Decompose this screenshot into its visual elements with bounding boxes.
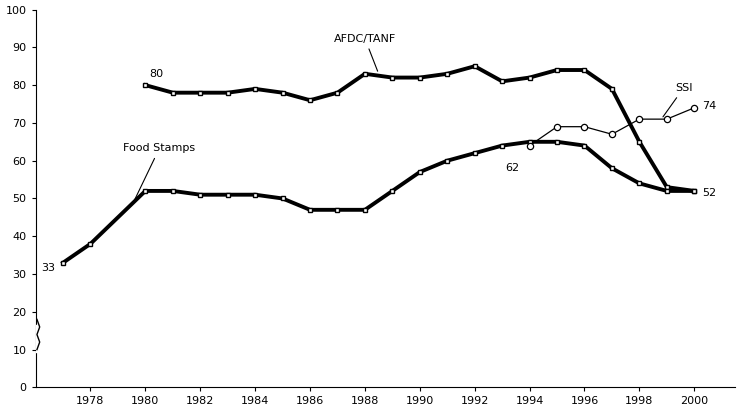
- Text: 80: 80: [150, 70, 164, 80]
- Text: Food Stamps: Food Stamps: [124, 143, 196, 204]
- Text: 62: 62: [505, 163, 519, 173]
- Text: AFDC/TANF: AFDC/TANF: [333, 33, 396, 71]
- Text: 74: 74: [702, 101, 717, 111]
- Bar: [22, 325, 63, 351]
- Text: SSI: SSI: [663, 83, 693, 117]
- Text: 52: 52: [702, 188, 717, 198]
- Text: 33: 33: [41, 263, 55, 274]
